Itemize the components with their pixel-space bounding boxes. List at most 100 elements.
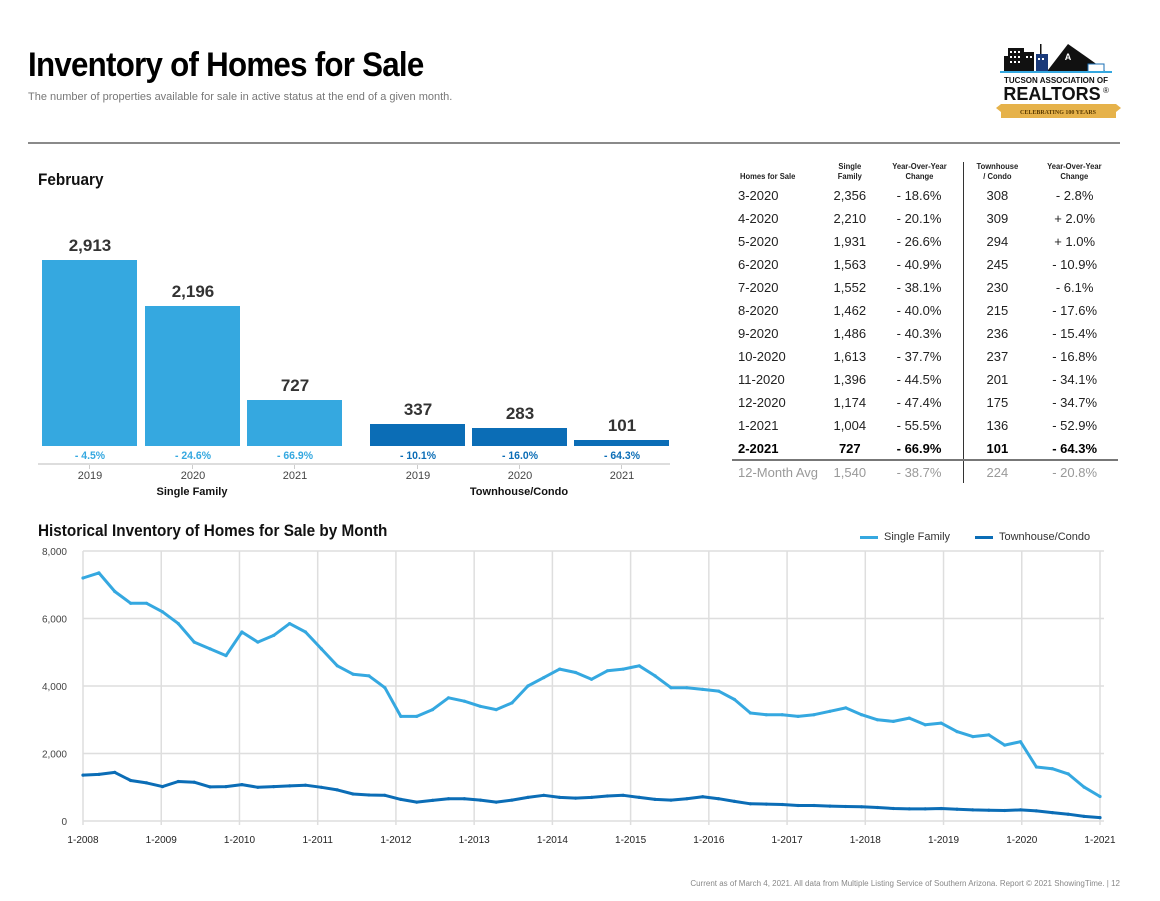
cell-townhouse: 201: [986, 372, 1009, 387]
bar-change-label: - 10.1%: [399, 450, 437, 462]
data-point: [1050, 811, 1054, 815]
data-point: [383, 686, 387, 690]
data-point: [589, 677, 594, 681]
bar-townhouse-2019: [370, 424, 465, 446]
table-row: 5-2020 1,931 - 26.6% 294 + 1.0%: [732, 230, 1118, 253]
cell-townhouse: 236: [986, 326, 1009, 341]
cell-sf-yoy: - 44.5%: [875, 368, 964, 391]
bar-axis-tick: [89, 465, 90, 469]
data-point: [335, 664, 339, 668]
cell-single-family: 1,174: [833, 395, 867, 410]
y-tick-label: 0: [61, 817, 67, 828]
data-point: [526, 795, 530, 799]
cell-single-family: 727: [824, 437, 876, 461]
bar-chart-title: February: [38, 170, 104, 189]
cell-sf-yoy: - 38.1%: [875, 276, 964, 299]
data-point: [446, 797, 451, 801]
cell-th-yoy: - 20.8%: [1052, 464, 1098, 480]
cell-month: 1-2021: [738, 418, 779, 433]
x-tick-label: 1-2013: [459, 835, 491, 846]
x-tick-label: 1-2021: [1084, 835, 1116, 846]
data-point: [987, 808, 991, 812]
data-point: [367, 674, 371, 678]
x-tick-label: 1-2011: [302, 835, 333, 846]
cell-th-yoy: - 15.4%: [1052, 326, 1098, 341]
data-point: [621, 793, 625, 797]
data-point: [351, 792, 355, 796]
table-row: 4-2020 2,210 - 20.1% 309 + 2.0%: [732, 207, 1118, 230]
data-point: [637, 795, 641, 799]
data-point: [335, 788, 339, 792]
data-point: [605, 794, 610, 798]
cell-month: 5-2020: [738, 234, 779, 249]
data-point: [192, 640, 196, 644]
data-point: [256, 785, 260, 789]
data-point: [97, 571, 101, 575]
x-tick-label: 1-2010: [224, 835, 256, 846]
legend-single-family: Single Family: [860, 531, 950, 543]
bar-year-label: 2019: [77, 470, 103, 482]
data-point: [240, 630, 244, 634]
data-point: [717, 689, 721, 693]
data-point: [129, 778, 133, 783]
data-point: [971, 808, 975, 812]
bar-group-label: Townhouse/Condo: [469, 486, 569, 498]
data-point: [542, 793, 546, 797]
data-point: [1082, 785, 1086, 789]
cell-single-family: 2,356: [833, 188, 867, 203]
cell-townhouse: 224: [986, 464, 1009, 480]
cell-th-yoy: - 34.1%: [1052, 372, 1098, 387]
x-tick-label: 1-2018: [850, 835, 882, 846]
cell-month: 12-2020: [738, 395, 786, 410]
data-point: [462, 699, 466, 703]
table-row: 1-2021 1,004 - 55.5% 136 - 52.9%: [732, 414, 1118, 437]
bar-value-label: 337: [403, 400, 433, 420]
data-point: [431, 798, 435, 802]
y-tick-label: 8,000: [42, 547, 67, 558]
header-divider: [28, 142, 1120, 144]
data-point: [288, 622, 292, 626]
cell-month: 4-2020: [738, 211, 779, 226]
data-point: [589, 795, 594, 799]
data-point: [812, 713, 816, 717]
data-point: [828, 804, 832, 808]
legend-townhouse: Townhouse/Condo: [975, 531, 1090, 543]
cell-th-yoy: - 16.8%: [1052, 349, 1098, 364]
data-point: [1003, 808, 1007, 813]
data-point: [844, 804, 848, 809]
data-point: [748, 802, 753, 806]
data-point: [923, 723, 927, 727]
x-tick-label: 1-2008: [67, 835, 99, 846]
bar-change-label: - 64.3%: [603, 450, 641, 462]
svg-text:REALTORS: REALTORS: [1003, 84, 1100, 104]
cell-month: 12-Month Avg: [738, 464, 818, 480]
data-point: [907, 807, 911, 811]
legend-label-townhouse: Townhouse/Condo: [999, 531, 1091, 543]
cell-month: 9-2020: [738, 326, 779, 341]
data-point: [526, 684, 530, 688]
data-point: [415, 714, 419, 718]
data-point: [224, 785, 228, 789]
data-point: [176, 779, 180, 784]
svg-text:TUCSON ASSOCIATION OF: TUCSON ASSOCIATION OF: [1004, 76, 1108, 85]
bar-single-family-2019: [42, 260, 137, 446]
data-point: [796, 714, 800, 718]
y-tick-label: 6,000: [42, 615, 67, 626]
bar-value-label: 727: [280, 375, 310, 395]
data-point: [875, 718, 880, 722]
data-point: [939, 721, 943, 725]
cell-townhouse: 101: [963, 437, 1032, 461]
data-point: [732, 697, 737, 702]
bar-chart-axis: [38, 463, 670, 465]
data-point: [510, 701, 514, 705]
cell-single-family: 1,004: [833, 418, 867, 433]
data-point: [796, 803, 800, 808]
bar-single-family-2021: [247, 399, 342, 446]
data-point: [971, 735, 975, 739]
cell-month: 7-2020: [738, 280, 779, 295]
bar-townhouse-2021: [574, 439, 669, 446]
data-point: [256, 640, 260, 644]
data-point: [653, 674, 657, 678]
data-point: [113, 770, 117, 774]
city-skyline-icon: A TUCSON ASSOCIATION OF REALTORS ® CELEB…: [996, 44, 1121, 118]
